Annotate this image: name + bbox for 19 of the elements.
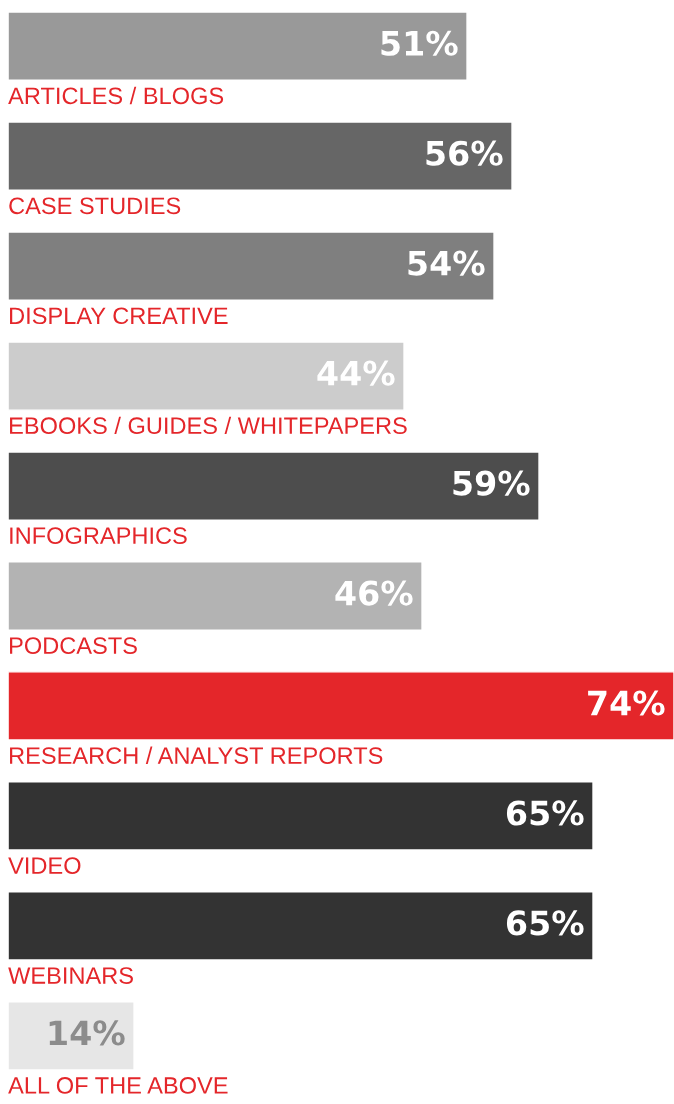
- y-tick-label: EBOOKS / GUIDES / WHITEPAPERS: [10, 416, 407, 435]
- y-tick-label: VIDEO: [8, 857, 81, 874]
- data-label: 54%: [408, 250, 485, 276]
- y-tick-label: PODCASTS: [10, 637, 137, 654]
- data-label: 59%: [453, 470, 530, 496]
- data-label: 65%: [506, 800, 584, 826]
- y-tick-label: RESEARCH / ANALYST REPORTS: [10, 746, 383, 764]
- data-label: 14%: [49, 1020, 125, 1046]
- y-tick-label: WEBINARS: [8, 967, 133, 984]
- data-label: 46%: [335, 580, 413, 606]
- y-tick-label: INFOGRAPHICS: [10, 527, 187, 545]
- data-label: 74%: [588, 690, 665, 716]
- y-tick-label: ARTICLES / BLOGS: [8, 86, 224, 105]
- data-label: 56%: [426, 140, 503, 166]
- y-tick-label: ALL OF THE ABOVE: [8, 1077, 228, 1094]
- y-tick-label: CASE STUDIES: [9, 197, 181, 215]
- y-tick-label: DISPLAY CREATIVE: [10, 307, 228, 325]
- data-label: 51%: [381, 30, 458, 56]
- data-label: 65%: [506, 910, 584, 936]
